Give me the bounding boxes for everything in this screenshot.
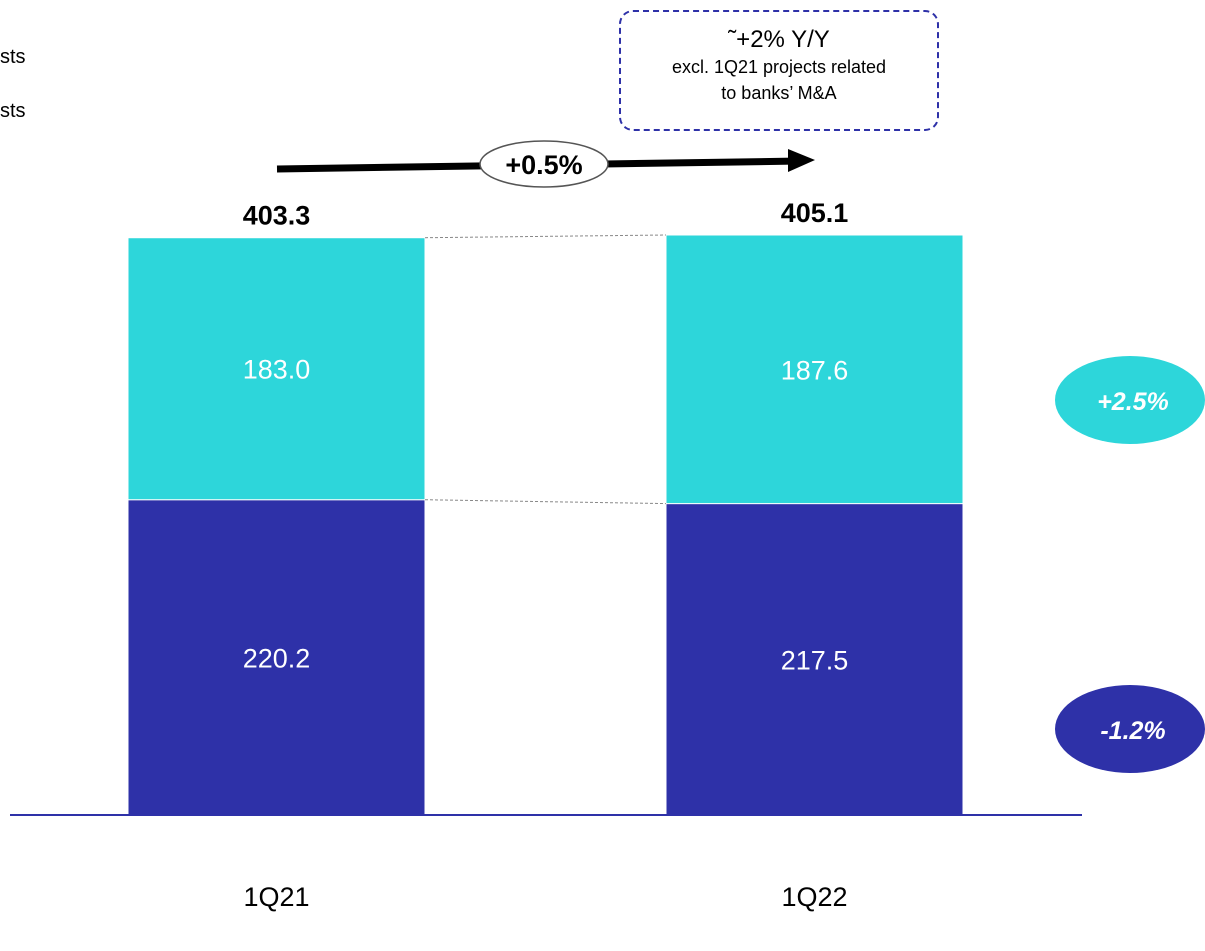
connector-line-mid [424,499,667,505]
segment-value-label: 217.5 [781,645,849,675]
change-badge-series-1 [1055,685,1205,773]
growth-badge [479,140,609,188]
segment-value-label: 220.2 [243,643,311,673]
bar-segment-1Q22-series-1 [665,503,964,816]
connector-line-top [424,234,667,239]
bar-segment-1Q21-series-1 [127,499,426,816]
legend-fragment-2: sts [0,100,26,122]
callout-note-line-1: excl. 1Q21 projects related [671,57,887,77]
bar-segment-1Q21-series-2 [127,237,426,501]
segment-value-label: 187.6 [781,355,849,385]
total-label: 405.1 [781,198,849,228]
legend-fragment-1: sts [0,46,26,68]
callout-note-line-2: to banks’ M&A [721,83,837,103]
bar-segment-1Q22-series-2 [665,234,964,505]
x-tick-label: 1Q22 [781,882,847,912]
x-tick-label: 1Q21 [243,882,309,912]
yoy-callout-box: ˜+2% Y/Y excl. 1Q21 projects related to … [619,10,939,131]
change-badge-label: +2.5% [1097,388,1169,416]
change-badge-series-2 [1055,356,1205,444]
total-label: 403.3 [243,201,311,231]
change-badge-label: -1.2% [1100,717,1165,745]
segment-value-label: 183.0 [243,355,311,385]
arrowhead-icon [788,149,815,172]
growth-badge-label: +0.5% [505,150,582,180]
callout-headline: ˜+2% Y/Y [728,26,830,53]
